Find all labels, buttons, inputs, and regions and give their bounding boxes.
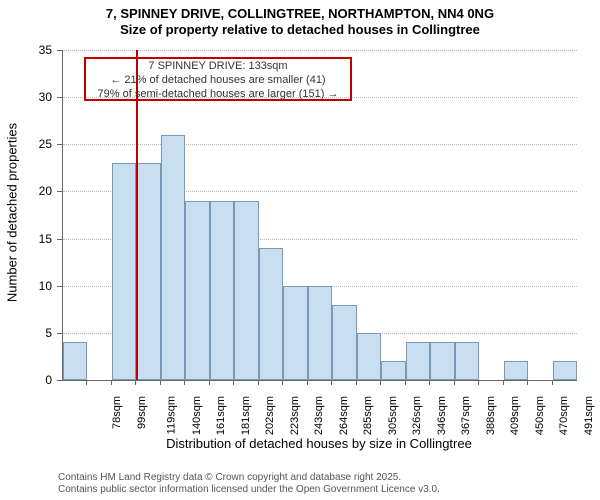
xtick-mark xyxy=(184,380,185,385)
xtick-mark xyxy=(331,380,332,385)
histogram-bar xyxy=(161,135,185,380)
xtick-label: 285sqm xyxy=(362,396,374,435)
histogram-bar xyxy=(332,305,356,380)
xtick-label: 223sqm xyxy=(289,396,301,435)
ytick-label: 5 xyxy=(22,326,52,340)
xtick-mark xyxy=(429,380,430,385)
histogram-bar xyxy=(210,201,234,380)
xtick-label: 326sqm xyxy=(411,396,423,435)
histogram-bar xyxy=(136,163,160,380)
xtick-mark xyxy=(86,380,87,385)
annotation-line-1: 7 SPINNEY DRIVE: 133sqm xyxy=(88,60,348,74)
histogram-bar xyxy=(553,361,577,380)
histogram-bar xyxy=(406,342,430,380)
ytick-mark xyxy=(57,97,62,98)
histogram-bar xyxy=(259,248,283,380)
footer-text: Contains HM Land Registry data © Crown c… xyxy=(58,472,440,496)
xtick-label: 119sqm xyxy=(166,396,178,434)
annotation-box: 7 SPINNEY DRIVE: 133sqm ← 21% of detache… xyxy=(84,57,352,101)
histogram-bar xyxy=(283,286,307,380)
annotation-line-2: ← 21% of detached houses are smaller (41… xyxy=(88,74,348,88)
xtick-label: 161sqm xyxy=(216,396,228,435)
xtick-label: 202sqm xyxy=(264,396,276,435)
title-line-2: Size of property relative to detached ho… xyxy=(0,22,600,38)
xtick-label: 243sqm xyxy=(313,396,325,435)
xtick-mark xyxy=(209,380,210,385)
ytick-label: 10 xyxy=(22,279,52,293)
title-line-1: 7, SPINNEY DRIVE, COLLINGTREE, NORTHAMPT… xyxy=(0,6,600,22)
xtick-mark xyxy=(111,380,112,385)
histogram-bar xyxy=(357,333,381,380)
xtick-label: 388sqm xyxy=(485,396,497,435)
xtick-mark xyxy=(356,380,357,385)
xtick-label: 264sqm xyxy=(338,396,350,435)
xtick-mark xyxy=(282,380,283,385)
ytick-label: 30 xyxy=(22,90,52,104)
xtick-label: 367sqm xyxy=(460,396,472,435)
xtick-label: 305sqm xyxy=(387,396,399,435)
grid-line xyxy=(63,50,577,51)
histogram-bar xyxy=(381,361,405,380)
xtick-label: 140sqm xyxy=(191,396,203,435)
ytick-mark xyxy=(57,191,62,192)
xtick-mark xyxy=(503,380,504,385)
ytick-label: 15 xyxy=(22,232,52,246)
ytick-mark xyxy=(57,239,62,240)
annotation-line-3: 79% of semi-detached houses are larger (… xyxy=(88,88,348,102)
footer-line-1: Contains HM Land Registry data © Crown c… xyxy=(58,472,440,484)
grid-line xyxy=(63,144,577,145)
ytick-label: 35 xyxy=(22,43,52,57)
xtick-label: 346sqm xyxy=(436,396,448,435)
ytick-label: 20 xyxy=(22,184,52,198)
ytick-label: 0 xyxy=(22,373,52,387)
xtick-label: 99sqm xyxy=(136,396,148,429)
ytick-mark xyxy=(57,380,62,381)
xtick-mark xyxy=(135,380,136,385)
xtick-label: 470sqm xyxy=(558,396,570,435)
xtick-mark xyxy=(552,380,553,385)
ytick-mark xyxy=(57,333,62,334)
xtick-mark xyxy=(527,380,528,385)
histogram-bar xyxy=(63,342,87,380)
xtick-mark xyxy=(478,380,479,385)
xtick-label: 409sqm xyxy=(509,396,521,435)
xtick-mark xyxy=(233,380,234,385)
xtick-label: 450sqm xyxy=(534,396,546,435)
histogram-bar xyxy=(455,342,479,380)
footer-line-2: Contains public sector information licen… xyxy=(58,484,440,496)
ytick-mark xyxy=(57,144,62,145)
histogram-bar xyxy=(504,361,528,380)
xtick-label: 78sqm xyxy=(112,396,124,429)
ytick-mark xyxy=(57,286,62,287)
xtick-label: 181sqm xyxy=(240,396,252,435)
xtick-label: 491sqm xyxy=(583,396,595,435)
x-axis-label: Distribution of detached houses by size … xyxy=(62,436,576,451)
histogram-bar xyxy=(234,201,258,380)
histogram-bar xyxy=(185,201,209,380)
histogram-bar xyxy=(308,286,332,380)
histogram-bar xyxy=(430,342,454,380)
ytick-mark xyxy=(57,50,62,51)
chart-container: { "title_line1": "7, SPINNEY DRIVE, COLL… xyxy=(0,0,600,500)
ytick-label: 25 xyxy=(22,137,52,151)
xtick-mark xyxy=(405,380,406,385)
xtick-mark xyxy=(307,380,308,385)
y-axis-label: Number of detached properties xyxy=(5,113,20,313)
chart-title: 7, SPINNEY DRIVE, COLLINGTREE, NORTHAMPT… xyxy=(0,6,600,39)
histogram-bar xyxy=(112,163,136,380)
xtick-mark xyxy=(380,380,381,385)
xtick-mark xyxy=(454,380,455,385)
xtick-mark xyxy=(258,380,259,385)
xtick-mark xyxy=(160,380,161,385)
